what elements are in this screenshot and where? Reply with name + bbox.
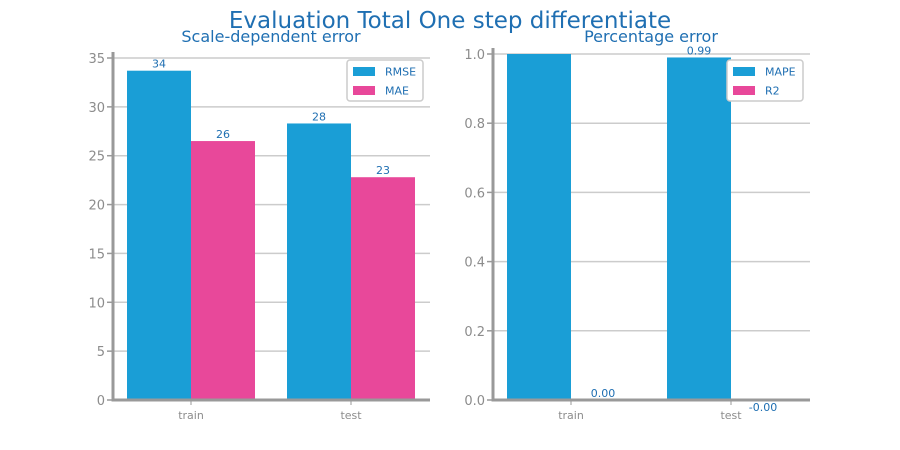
legend-label-mae: MAE (385, 85, 409, 98)
legend-percentage-error: MAPE R2 (726, 59, 804, 102)
legend-label-r2: R2 (765, 85, 780, 98)
y-tick-label-percentage-error: 0.2 (464, 325, 485, 340)
y-tick-label-scale-dependent-error: 25 (88, 150, 105, 165)
y-tick-label-scale-dependent-error: 35 (88, 52, 105, 67)
y-tick-label-scale-dependent-error: 30 (88, 101, 105, 116)
legend-scale-dependent-error: RMSE MAE (346, 59, 424, 102)
panel-title-percentage-error: Percentage error (584, 27, 718, 46)
x-tick-label-test: test (720, 409, 742, 422)
bar-value-label-r2-train: 0.00 (591, 387, 616, 400)
bar-mae-train (191, 141, 255, 401)
y-tick-label-percentage-error: 1.0 (464, 48, 485, 63)
panel-percentage-error: Percentage error 0.0 0.2 0.4 0.6 0.8 1.0 0.00 t… (464, 27, 810, 422)
y-tick-label-percentage-error: 0.4 (464, 256, 485, 271)
bar-rmse-test (287, 123, 351, 401)
legend-swatch-mape (733, 67, 755, 76)
x-tick-label-train: train (178, 409, 204, 422)
legend-swatch-r2 (733, 86, 755, 95)
y-tick-label-scale-dependent-error: 10 (88, 296, 105, 311)
panel-scale-dependent-error: Scale-dependent error 0 5 10 15 20 25 30 35 34 26… (88, 27, 430, 422)
legend-label-mape: MAPE (765, 66, 796, 79)
bar-value-label-mae-test: 23 (376, 164, 390, 177)
legend-label-rmse: RMSE (385, 66, 416, 79)
bar-value-label-rmse-train: 34 (152, 58, 166, 71)
y-tick-label-percentage-error: 0.0 (464, 394, 485, 409)
bar-mae-test (351, 177, 415, 400)
legend-swatch-rmse (353, 67, 375, 76)
y-tick-label-scale-dependent-error: 5 (97, 345, 105, 360)
y-tick-label-scale-dependent-error: 20 (88, 199, 105, 214)
y-tick-label-scale-dependent-error: 0 (97, 394, 105, 409)
bar-rmse-train (127, 70, 191, 401)
y-tick-label-percentage-error: 0.6 (464, 186, 485, 201)
y-tick-label-percentage-error: 0.8 (464, 117, 485, 132)
bar-value-label-mae-train: 26 (216, 128, 230, 141)
bar-value-label-r2-test: -0.00 (749, 401, 777, 414)
bar-value-label-mape-test: 0.99 (687, 44, 712, 57)
legend-swatch-mae (353, 86, 375, 95)
bar-value-label-rmse-test: 28 (312, 110, 326, 123)
figure-title: Evaluation Total One step differentiate (229, 8, 671, 34)
x-tick-label-test: test (340, 409, 362, 422)
y-tick-label-scale-dependent-error: 15 (88, 247, 105, 262)
panel-title-scale-dependent-error: Scale-dependent error (181, 27, 361, 46)
bar-mape-test (667, 57, 731, 401)
bar-mape-train (507, 54, 571, 400)
x-tick-label-train: train (558, 409, 584, 422)
